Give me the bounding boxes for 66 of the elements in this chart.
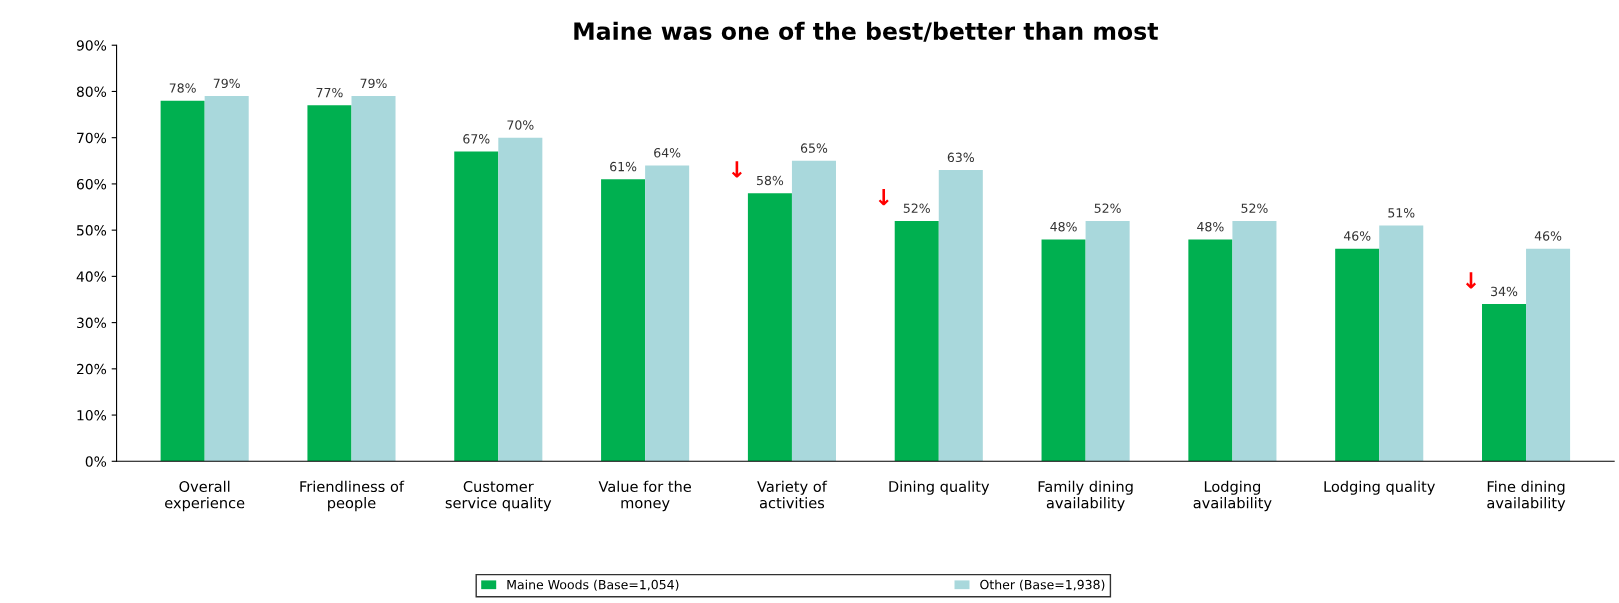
annotation: ↓ (878, 188, 889, 206)
text: 48% (1050, 221, 1077, 232)
bar (1232, 220, 1277, 462)
bar (1041, 239, 1086, 462)
x-tick-label: Overall experience (165, 480, 245, 512)
text: 61% (610, 161, 637, 172)
y-tick-label: 40% (76, 271, 107, 282)
text: 46% (1534, 231, 1562, 241)
bar (938, 170, 983, 462)
bar (1335, 248, 1380, 462)
x-tick-label: Family dining availability (1038, 480, 1133, 512)
y-tick-label: 90% (76, 40, 107, 51)
x-tick-label: Friendliness of people (300, 480, 405, 512)
legend-label: Other (Base=1,938) (980, 579, 1105, 591)
y-tick-label: 70% (77, 132, 107, 144)
text: 70% (507, 120, 534, 130)
y-tick-label: 80% (76, 86, 107, 97)
text: 46% (1343, 231, 1371, 241)
chart-title: Maine was one of the best/better than most (574, 21, 1158, 42)
text: 79% (360, 78, 387, 89)
text: 67% (463, 134, 490, 144)
bar (204, 96, 249, 462)
x-tick-label: Variety of activities (757, 480, 828, 509)
annotation: ↓ (731, 161, 742, 178)
y-tick-label: 10% (77, 410, 107, 421)
bar (1482, 304, 1527, 462)
bar (894, 220, 939, 462)
text: 65% (800, 143, 828, 153)
text: 63% (947, 152, 974, 163)
legend-label: Maine Woods (Base=1,054) (507, 579, 679, 591)
bar (1526, 248, 1571, 462)
text: 79% (213, 78, 240, 89)
bar (1188, 239, 1233, 462)
text: 52% (1094, 203, 1121, 213)
bar (747, 193, 792, 462)
text: 64% (654, 147, 681, 158)
y-tick-label: 20% (76, 363, 107, 375)
x-tick-label: Fine dining availability (1487, 480, 1566, 512)
text: 58% (756, 175, 784, 186)
bar (307, 105, 352, 462)
x-tick-label: Dining quality (889, 480, 990, 495)
text: 51% (1388, 208, 1415, 218)
x-tick-label: Customer service quality (445, 481, 552, 512)
x-tick-label: Value for the money (598, 480, 691, 512)
y-tick-label: 0% (85, 456, 107, 467)
text: 34% (1491, 286, 1518, 297)
y-tick-label: 50% (77, 225, 107, 236)
text: 77% (316, 87, 343, 98)
x-tick-label: Lodging quality (1324, 480, 1435, 495)
bar (160, 100, 205, 462)
x-tick-label: Lodging availability (1193, 480, 1272, 512)
bar (1085, 220, 1130, 462)
bar (645, 165, 690, 462)
bar (351, 96, 396, 462)
bar (498, 137, 543, 462)
text: 52% (1241, 203, 1268, 213)
bar (791, 160, 836, 462)
bar (1379, 225, 1424, 462)
bar (601, 179, 646, 462)
y-tick-label: 60% (76, 178, 107, 190)
text: 48% (1197, 221, 1224, 232)
bar (454, 151, 499, 462)
y-tick-label: 30% (77, 317, 107, 329)
text: 78% (169, 83, 196, 93)
text: 52% (903, 203, 930, 213)
annotation: ↓ (1465, 272, 1477, 289)
